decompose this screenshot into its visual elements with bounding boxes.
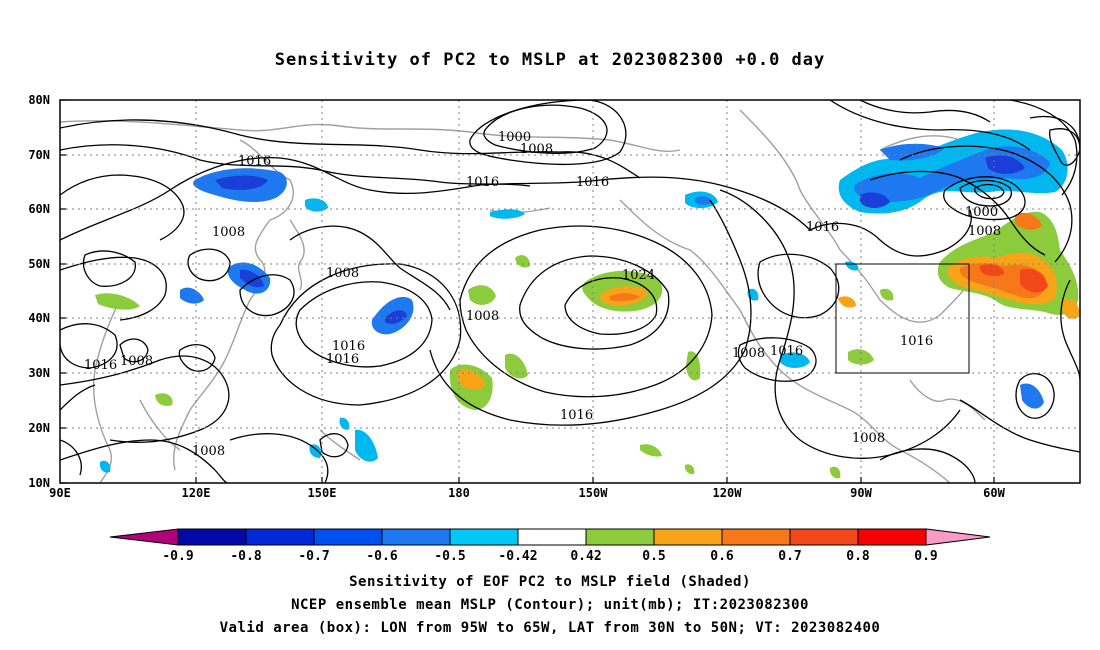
colorbar-label: -0.6 (366, 549, 397, 564)
map-frame (59, 99, 1081, 484)
mslp-contours (60, 100, 1080, 483)
colorbar-segment (517, 528, 587, 546)
sensitivity-shading (95, 129, 1080, 479)
colorbar-label: -0.7 (298, 549, 329, 564)
contour-label: 1016 (806, 220, 839, 235)
lon-label-180: 180 (448, 486, 470, 500)
colorbar-segment (177, 528, 247, 546)
lat-axis (60, 99, 66, 484)
contour-label: 1016 (326, 352, 359, 367)
contour-label: 1008 (192, 444, 225, 459)
colorbar-label: 0.6 (710, 549, 734, 564)
colorbar-segment (313, 528, 383, 546)
colorbar-segment (789, 528, 859, 546)
contour-label: 1008 (732, 346, 765, 361)
contour-label: 1000 (965, 205, 998, 220)
lat-lon-grid (60, 100, 1080, 483)
colorbar-label: 0.8 (846, 549, 870, 564)
caption-valid-area: Valid area (box): LON from 95W to 65W, L… (219, 620, 881, 636)
lat-label-50n: 50N (28, 257, 50, 271)
lon-labels: 90E 120E 150E 180 150W 120W 90W 60W (49, 486, 1005, 500)
colorbar-segment (585, 528, 655, 546)
colorbar-segment (653, 528, 723, 546)
colorbar-segment (381, 528, 451, 546)
lon-label-120e: 120E (182, 486, 211, 500)
colorbar-segment (721, 528, 791, 546)
colorbar-label: 0.42 (570, 549, 601, 564)
colorbar-segment (245, 528, 315, 546)
chart-title: Sensitivity of PC2 to MSLP at 2023082300… (274, 50, 826, 70)
colorbar-high-extend (925, 528, 991, 546)
lat-label-40n: 40N (28, 311, 50, 325)
lat-labels: 80N 70N 60N 50N 40N 30N 20N 10N (28, 93, 50, 490)
contour-label: 1008 (968, 224, 1001, 239)
colorbar-label: 0.5 (642, 549, 665, 564)
lon-label-150w: 150W (579, 486, 609, 500)
contour-label: 1016 (900, 334, 933, 349)
lat-label-70n: 70N (28, 148, 50, 162)
coastlines (60, 109, 1041, 483)
colorbar-label: 0.7 (778, 549, 801, 564)
contour-label: 1008 (326, 266, 359, 281)
contour-label: 1024 (622, 268, 655, 283)
contour-label: 1016 (466, 175, 499, 190)
lat-label-10n: 10N (28, 476, 50, 490)
contour-label: 1016 (560, 408, 593, 423)
contour-label: 1000 (498, 130, 531, 145)
lat-label-20n: 20N (28, 421, 50, 435)
contour-label: 1008 (212, 225, 245, 240)
colorbar-segment (449, 528, 519, 546)
lat-label-30n: 30N (28, 366, 50, 380)
colorbar-label: -0.42 (498, 549, 537, 564)
contour-label: 1008 (852, 431, 885, 446)
colorbar-segment (857, 528, 927, 546)
contour-label: 1016 (332, 339, 365, 354)
colorbar-low-extend (109, 528, 179, 546)
contour-label: 1016 (576, 175, 609, 190)
contour-label: 1008 (466, 309, 499, 324)
lon-label-90e: 90E (49, 486, 71, 500)
contour-labels: 1000 1008 1016 1016 1016 1008 1008 1024 … (84, 130, 1001, 459)
caption-contour: NCEP ensemble mean MSLP (Contour); unit(… (291, 597, 809, 613)
colorbar-label: -0.5 (434, 549, 465, 564)
lon-axis (195, 477, 995, 483)
colorbar-label: -0.9 (162, 549, 193, 564)
contour-label: 1008 (520, 142, 553, 157)
contour-label: 1008 (120, 354, 153, 369)
lon-label-120w: 120W (713, 486, 743, 500)
lon-label-60w: 60W (983, 486, 1005, 500)
lat-label-60n: 60N (28, 202, 50, 216)
lat-label-80n: 80N (28, 93, 50, 107)
contour-label: 1016 (84, 358, 117, 373)
caption-shading: Sensitivity of EOF PC2 to MSLP field (Sh… (349, 574, 751, 590)
colorbar-label: -0.8 (230, 549, 261, 564)
lon-label-150e: 150E (308, 486, 337, 500)
lon-label-90w: 90W (850, 486, 872, 500)
valid-area-box (835, 263, 970, 374)
colorbar: -0.9 -0.8 -0.7 -0.6 -0.5 -0.42 0.42 0.5 0.6 0.7 0.… (109, 528, 991, 564)
colorbar-label: 0.9 (914, 549, 937, 564)
contour-label: 1016 (770, 344, 803, 359)
contour-label: 1016 (238, 154, 271, 169)
